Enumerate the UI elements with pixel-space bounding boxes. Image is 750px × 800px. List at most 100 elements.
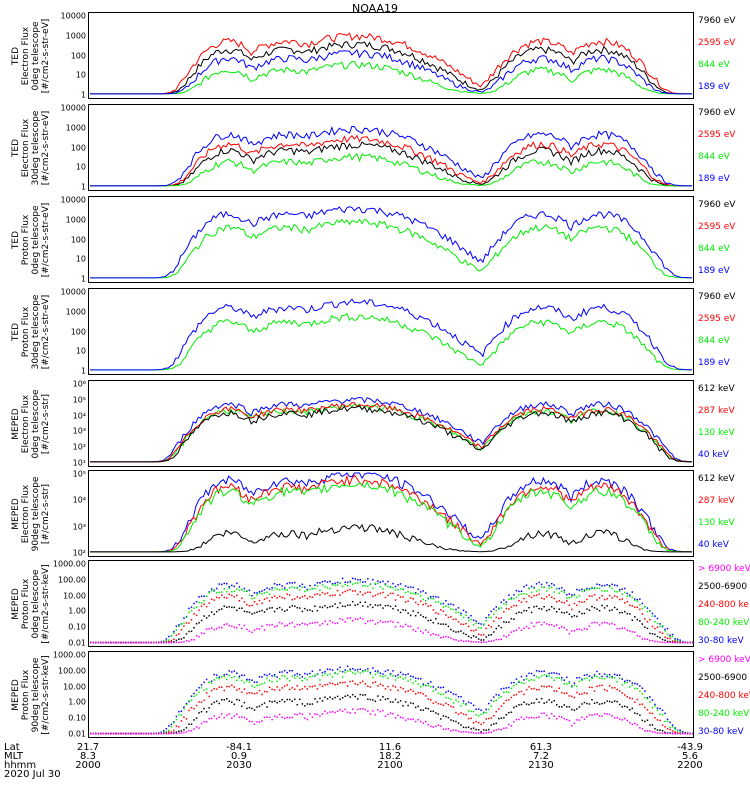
legend-entry: 2595 eV bbox=[698, 38, 736, 48]
chart-plot-area bbox=[90, 32, 693, 95]
chart-panel bbox=[88, 12, 694, 99]
footer-col-lat: 11.6 bbox=[378, 742, 402, 753]
y-tick-label: 10⁴ bbox=[72, 495, 86, 505]
series-trace--6900-kev bbox=[90, 707, 693, 735]
y-tick-label: 10 bbox=[75, 70, 86, 80]
chart-panel bbox=[88, 196, 694, 283]
footer-col-hhmm: 2100 bbox=[377, 760, 403, 771]
legend-entry: 2500-6900 bbox=[698, 582, 748, 592]
legend-entry: 7960 eV bbox=[698, 108, 736, 118]
footer-col-hhmm: 2030 bbox=[226, 760, 252, 771]
y-tick-label: 1 bbox=[80, 274, 86, 284]
legend-entry: 240-800 ke bbox=[698, 600, 749, 610]
y-tick-label: 1.00 bbox=[68, 697, 86, 707]
legend-entry: 7960 eV bbox=[698, 292, 736, 302]
footer-label-hhmm: hhmm bbox=[4, 760, 37, 771]
y-tick-labels: 10000 1000 100 10 1 bbox=[40, 287, 86, 376]
series-trace-612-kev bbox=[90, 523, 693, 553]
footer-label-lat: Lat bbox=[4, 742, 20, 753]
y-tick-label: 100 bbox=[70, 327, 86, 336]
legend-entry: 189 eV bbox=[698, 358, 730, 368]
footer-label-mlt: MLT bbox=[4, 751, 23, 762]
legend: 612 keV 287 keV 130 keV 40 keV bbox=[698, 384, 750, 471]
legend: 7960 eV 2595 eV 844 eV 189 eV bbox=[698, 108, 750, 195]
y-tick-label: 1 bbox=[80, 366, 86, 376]
series-trace-130-kev bbox=[90, 480, 693, 553]
y-axis-label-line: TED bbox=[11, 230, 21, 249]
legend-entry: 7960 eV bbox=[698, 16, 736, 26]
series-trace--6900-kev bbox=[90, 617, 693, 644]
legend-entry: > 6900 keV bbox=[698, 564, 750, 574]
chart-panel bbox=[88, 380, 694, 467]
legend-entry: 240-800 keV bbox=[698, 691, 750, 701]
y-tick-label: 0.10 bbox=[68, 713, 86, 723]
series-trace-30-80-kev bbox=[90, 577, 693, 644]
y-tick-labels: 1000.00 100.00 10.00 1.00 0.10 0.01 bbox=[40, 560, 86, 648]
series-trace-30-80-kev bbox=[90, 665, 693, 735]
legend: > 6900 keV 2500-6900 240-800 ke 80-240 keV 3… bbox=[698, 564, 750, 651]
y-tick-label: 1000 bbox=[65, 123, 86, 133]
footer-col-hhmm: 2000 bbox=[75, 760, 101, 771]
chart-title: NOAA19 bbox=[351, 2, 399, 15]
y-tick-labels: 10⁵ 10⁴ 10³ 10² bbox=[40, 469, 86, 558]
series-trace-612-kev bbox=[90, 405, 693, 463]
legend: 7960 eV 2595 eV 844 eV 189 eV bbox=[698, 16, 750, 103]
chart-plot-area bbox=[90, 577, 693, 644]
series-trace-287-kev bbox=[90, 474, 693, 553]
y-tick-label: 1 bbox=[80, 90, 86, 100]
series-trace-2500-6900 bbox=[90, 693, 693, 735]
y-tick-label: 10⁴ bbox=[72, 411, 86, 421]
y-axis-label-line: Electron Flux bbox=[21, 26, 31, 85]
legend: 612 keV 287 keV 130 keV 40 keV bbox=[698, 474, 750, 561]
y-tick-label: 10000 bbox=[60, 287, 86, 297]
legend-entry: 7960 eV bbox=[698, 200, 736, 210]
y-axis-label-line: MEPED bbox=[11, 497, 21, 530]
y-tick-label: 1000 bbox=[65, 215, 86, 225]
legend-entry: 287 keV bbox=[698, 406, 735, 416]
legend-entry: 844 eV bbox=[698, 152, 730, 162]
footer-label-date: 2020 Jul 30 bbox=[4, 769, 61, 780]
y-tick-label: 10⁵ bbox=[72, 469, 86, 479]
chart-panel bbox=[88, 104, 694, 191]
footer-col-lat: 21.7 bbox=[76, 742, 100, 753]
chart-plot-area bbox=[90, 298, 693, 371]
footer-col-hhmm: 2200 bbox=[677, 760, 703, 771]
legend-entry: 612 keV bbox=[698, 384, 735, 394]
y-axis-label-line: MEPED bbox=[11, 678, 21, 711]
chart-plot-area bbox=[90, 125, 693, 187]
legend-entry: 189 eV bbox=[698, 266, 730, 276]
legend-entry: 130 keV bbox=[698, 428, 735, 438]
y-tick-label: 10 bbox=[75, 254, 86, 264]
y-tick-label: 1 bbox=[80, 182, 86, 192]
y-tick-labels: 1000.00 100.00 10.00 1.00 0.10 0.01 bbox=[40, 650, 86, 739]
y-tick-label: 10 bbox=[75, 162, 86, 172]
y-tick-label: 10¹ bbox=[72, 458, 86, 468]
legend: 7960 eV 2595 eV 844 eV 189 eV bbox=[698, 200, 750, 287]
y-axis-label-line: TED bbox=[11, 138, 21, 157]
series-trace-240-800-ke bbox=[90, 588, 693, 644]
series-trace-844-ev bbox=[90, 152, 693, 187]
y-tick-label: 1.00 bbox=[68, 606, 86, 616]
y-tick-label: 10² bbox=[72, 442, 86, 452]
y-tick-labels: 10⁶ 10⁵ 10⁴ 10³ 10² 10¹ bbox=[40, 379, 86, 468]
y-tick-label: 1000.00 bbox=[52, 650, 86, 660]
legend-entry: 80-240 keV bbox=[698, 709, 750, 719]
y-tick-label: 0.01 bbox=[68, 729, 86, 739]
y-tick-label: 10.00 bbox=[63, 591, 86, 601]
y-tick-label: 1000 bbox=[65, 307, 86, 317]
series-trace-2595-ev bbox=[90, 32, 693, 95]
y-tick-label: 100.00 bbox=[58, 666, 86, 676]
series-trace-80-240-kev bbox=[90, 581, 693, 644]
y-tick-label: 10⁵ bbox=[72, 395, 86, 405]
series-trace-189-ev bbox=[90, 125, 693, 187]
y-tick-label: 100 bbox=[70, 235, 86, 244]
y-tick-label: 0.01 bbox=[68, 638, 86, 648]
series-trace-240-800-kev bbox=[90, 680, 693, 735]
chart-panel bbox=[88, 560, 694, 647]
chart-panel bbox=[88, 470, 694, 557]
series-trace-40-kev bbox=[90, 472, 693, 553]
legend-entry: 844 eV bbox=[698, 244, 730, 254]
time-axis-footer: Lat MLT hhmm 2020 Jul 30 21.7 8.3 2000 -… bbox=[0, 743, 750, 800]
y-tick-label: 10⁶ bbox=[72, 379, 86, 389]
y-tick-label: 10³ bbox=[72, 522, 86, 532]
